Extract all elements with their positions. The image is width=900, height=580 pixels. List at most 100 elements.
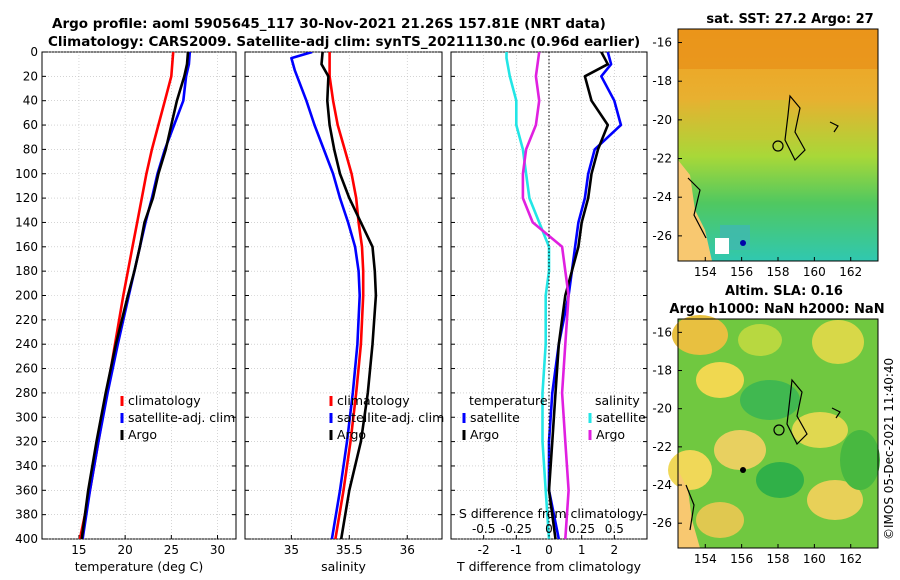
x-tick-label: 35 bbox=[284, 543, 299, 557]
map-x-tick-label: 160 bbox=[803, 552, 826, 566]
title-line-1: Argo profile: aoml 5905645_117 30-Nov-20… bbox=[52, 16, 606, 32]
difference-panel: -2 -1 0 1 2 T difference from climatology S di… bbox=[450, 51, 648, 574]
map-y-tick-label: -26 bbox=[652, 516, 672, 530]
sla-map bbox=[668, 315, 880, 549]
legend-title-temperature: temperature bbox=[469, 393, 548, 408]
sla-map-title-1: Altim. SLA: 0.16 bbox=[725, 284, 843, 299]
sst-reef-outline bbox=[784, 94, 806, 162]
y-tick-label: 260 bbox=[15, 362, 38, 376]
legend-label: satellite bbox=[470, 410, 520, 425]
legend-label: climatology bbox=[337, 393, 410, 408]
credit-text: ©IMOS 05-Dec-2021 11:40:40 bbox=[882, 358, 896, 540]
map-y-tick-label: -24 bbox=[652, 478, 672, 492]
map-x-tick-label: 162 bbox=[839, 265, 862, 279]
map-x-tick-label: 154 bbox=[694, 552, 717, 566]
sst-map-axes: 154 156 158 160 162 -16 -18 -20 -22 -24 -26 bbox=[652, 36, 862, 279]
x-tick-label: -1 bbox=[510, 543, 522, 557]
map-y-tick-label: -18 bbox=[652, 74, 672, 88]
y-tick-label: 360 bbox=[15, 483, 38, 497]
series-climatology bbox=[328, 52, 365, 539]
map-x-tick-label: 154 bbox=[694, 265, 717, 279]
y-tick-label: 340 bbox=[15, 459, 38, 473]
map-x-tick-label: 156 bbox=[730, 552, 753, 566]
x-axis-label: temperature (deg C) bbox=[75, 559, 204, 574]
x-axis-label: T difference from climatology bbox=[456, 559, 642, 574]
x-tick-label: 35.5 bbox=[336, 543, 363, 557]
series-s-argo bbox=[521, 52, 570, 539]
series-s-satellite bbox=[505, 52, 551, 539]
map-y-tick-label: -16 bbox=[652, 36, 672, 50]
y-tick-label: 140 bbox=[15, 215, 38, 229]
x2-tick-label: 0.25 bbox=[568, 522, 595, 536]
x-tick-label: 0 bbox=[545, 543, 553, 557]
y-tick-label: 180 bbox=[15, 264, 38, 278]
sst-map bbox=[677, 28, 879, 262]
map-y-tick-label: -22 bbox=[652, 440, 672, 454]
sla-argo-marker bbox=[740, 467, 746, 473]
legend-label: Argo bbox=[470, 427, 499, 442]
x-tick-label: 1 bbox=[578, 543, 586, 557]
series-satellite-adj-clim bbox=[290, 52, 362, 539]
sla-coastline bbox=[685, 484, 695, 531]
map-y-tick-label: -20 bbox=[652, 113, 672, 127]
sla-land bbox=[678, 470, 700, 548]
y-tick-label: 320 bbox=[15, 435, 38, 449]
y-tick-label: 220 bbox=[15, 313, 38, 327]
sla-reef-outline bbox=[786, 378, 808, 446]
y-tick-label: 160 bbox=[15, 240, 38, 254]
y-tick-label: 380 bbox=[15, 508, 38, 522]
legend-label: Argo bbox=[596, 427, 625, 442]
series-argo bbox=[320, 52, 378, 539]
map-x-tick-label: 160 bbox=[803, 265, 826, 279]
x-tick-label: 20 bbox=[118, 543, 133, 557]
sst-map-title: sat. SST: 27.2 Argo: 27 bbox=[706, 12, 873, 27]
x2-tick-label: -0.5 bbox=[472, 522, 495, 536]
map-y-tick-label: -24 bbox=[652, 190, 672, 204]
legend-label: satellite-adj. clim bbox=[128, 410, 235, 425]
x-tick-label: 36 bbox=[400, 543, 415, 557]
legend-label: Argo bbox=[128, 427, 157, 442]
legend-label: climatology bbox=[128, 393, 201, 408]
sst-argo-marker bbox=[740, 240, 746, 246]
x-tick-label: 25 bbox=[164, 543, 179, 557]
title-line-2: Climatology: CARS2009. Satellite-adj cli… bbox=[48, 34, 640, 50]
legend-title-salinity: salinity bbox=[595, 393, 640, 408]
series-t-argo bbox=[547, 52, 610, 539]
y-tick-label: 240 bbox=[15, 337, 38, 351]
sla-map-axes: 154 156 158 160 162 -16 -18 -20 -22 -24 -26 bbox=[652, 325, 862, 566]
y-tick-label: 280 bbox=[15, 386, 38, 400]
x-tick-label: -2 bbox=[478, 543, 490, 557]
map-y-tick-label: -26 bbox=[652, 229, 672, 243]
x-tick-label: 2 bbox=[611, 543, 619, 557]
legend-label: satellite bbox=[596, 410, 646, 425]
y-tick-label: 40 bbox=[23, 94, 38, 108]
legend-label: Argo bbox=[337, 427, 366, 442]
series-argo bbox=[80, 52, 190, 539]
series-t-satellite bbox=[547, 52, 623, 539]
map-y-tick-label: -18 bbox=[652, 364, 672, 378]
y-tick-label: 100 bbox=[15, 167, 38, 181]
x-tick-label: 30 bbox=[210, 543, 225, 557]
legend-label: satellite-adj. clim bbox=[337, 410, 444, 425]
map-y-tick-label: -20 bbox=[652, 402, 672, 416]
y-tick-label: 120 bbox=[15, 191, 38, 205]
x-tick-label: 15 bbox=[71, 543, 86, 557]
y-tick-label: 60 bbox=[23, 118, 38, 132]
map-y-tick-label: -22 bbox=[652, 152, 672, 166]
y-tick-label: 80 bbox=[23, 142, 38, 156]
map-y-tick-label: -16 bbox=[652, 325, 672, 339]
map-x-tick-label: 158 bbox=[767, 552, 790, 566]
y-tick-label: 400 bbox=[15, 532, 38, 546]
sst-coastline bbox=[687, 177, 707, 239]
x2-axis-label: S difference from climatology bbox=[459, 506, 644, 521]
sla-map-title-2: Argo h1000: NaN h2000: NaN bbox=[669, 302, 884, 317]
y-tick-label: 300 bbox=[15, 410, 38, 424]
y-tick-label: 20 bbox=[23, 69, 38, 83]
x-axis-label: salinity bbox=[321, 559, 366, 574]
x2-tick-label: 0 bbox=[545, 522, 553, 536]
x2-tick-label: -0.25 bbox=[501, 522, 532, 536]
x2-tick-label: 0.5 bbox=[605, 522, 624, 536]
y-tick-label: 200 bbox=[15, 289, 38, 303]
map-x-tick-label: 162 bbox=[839, 552, 862, 566]
